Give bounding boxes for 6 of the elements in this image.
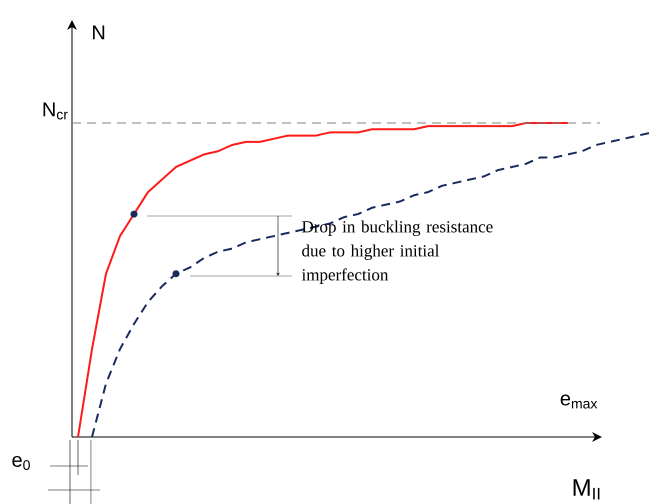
x-axis-title: e$_{max}$ xyxy=(560,394,598,409)
text: M$_{II}$ xyxy=(574,479,600,500)
annotation: Drop in buckling resistance due to higher initial imperfection xyxy=(302,220,493,284)
y-axis-title: N xyxy=(93,26,104,40)
text: e$_{0}$ xyxy=(12,456,30,470)
ref-line-label: N$_{cr}$ xyxy=(44,102,68,120)
